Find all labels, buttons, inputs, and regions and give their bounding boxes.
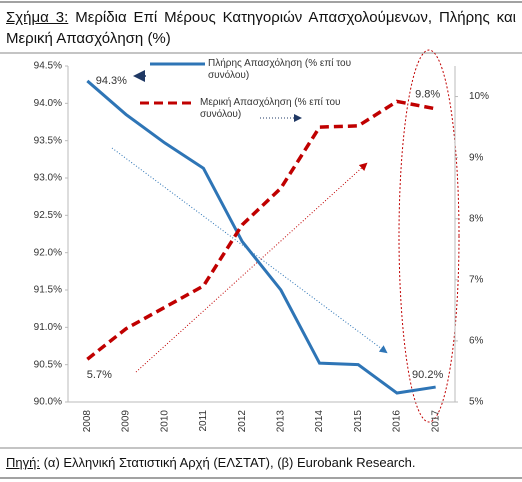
legend-label: Μερική Απασχόληση (% επί του συνόλου)	[200, 97, 341, 120]
x-tick-label: 2014	[314, 410, 325, 433]
highlight-ellipse	[398, 49, 460, 423]
y2-tick-label: 10%	[469, 91, 489, 102]
figure-label: Σχήμα 3:	[6, 9, 69, 26]
x-tick-label: 2015	[353, 410, 364, 433]
y2-tick-label: 7%	[469, 274, 484, 285]
y-tick-label: 90.5%	[34, 359, 62, 370]
series-line	[86, 99, 436, 361]
y-tick-label: 90.0%	[34, 397, 62, 408]
legend-label: Πλήρης Απασχόληση (% επί του συνόλου)	[208, 58, 352, 81]
x-tick-label: 2016	[392, 410, 403, 433]
value-label: 94.3%	[96, 75, 127, 87]
x-tick-label: 2009	[121, 410, 132, 433]
y-tick-label: 93.0%	[34, 173, 62, 184]
y-tick-label: 92.0%	[34, 247, 62, 258]
x-tick-label: 2017	[430, 410, 441, 433]
title-text: Μερίδια Επί Μέρους Κατηγοριών Απασχολούμ…	[6, 9, 517, 47]
x-tick-label: 2008	[82, 410, 93, 433]
title: Σχήμα 3: Μερίδια Επί Μέρους Κατηγοριών Α…	[6, 7, 516, 49]
y-tick-label: 93.5%	[34, 135, 62, 146]
y-tick-label: 94.5%	[34, 61, 62, 72]
y-tick-label: 91.0%	[34, 322, 62, 333]
x-tick-label: 2013	[275, 410, 286, 433]
y2-tick-label: 5%	[469, 397, 484, 408]
y2-tick-label: 9%	[469, 152, 484, 163]
y-tick-label: 92.5%	[34, 210, 62, 221]
source-text: (α) Ελληνική Στατιστική Αρχή (ΕΛΣΤΑΤ), (…	[43, 455, 416, 470]
x-tick-label: 2011	[198, 410, 209, 432]
value-label: 90.2%	[412, 369, 443, 381]
y-tick-label: 94.0%	[34, 98, 62, 109]
series-line	[86, 79, 436, 395]
value-label: 5.7%	[87, 369, 112, 381]
trend-arrow	[135, 162, 368, 373]
y2-tick-label: 8%	[469, 213, 484, 224]
value-label: 9.8%	[415, 89, 440, 101]
x-tick-label: 2010	[159, 410, 170, 433]
x-tick-label: 2012	[237, 410, 248, 433]
y2-tick-label: 6%	[469, 336, 484, 347]
y-tick-label: 91.5%	[34, 285, 62, 296]
source: Πηγή: (α) Ελληνική Στατιστική Αρχή (ΕΛΣΤ…	[6, 455, 415, 470]
source-label: Πηγή:	[6, 455, 40, 470]
